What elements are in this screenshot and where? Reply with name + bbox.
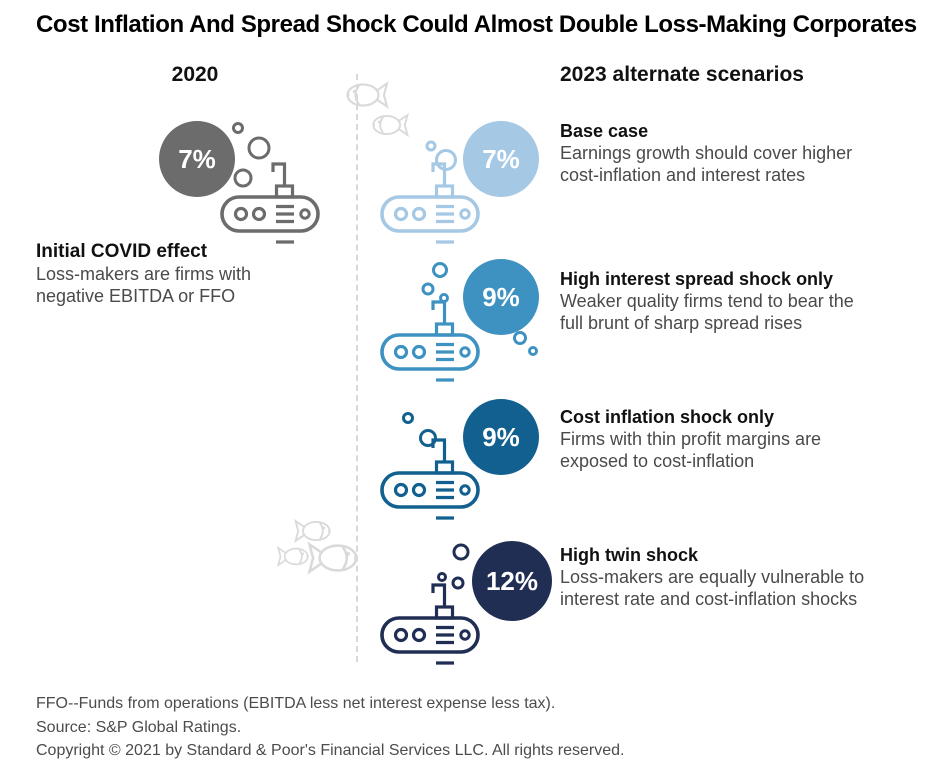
scenario-title: High twin shock — [560, 545, 699, 565]
scenario-block-twin-shock: High twin shock Loss-makers are equally … — [560, 544, 908, 610]
percentage-badge-spread-shock: 9% — [463, 259, 539, 335]
scenario-block-cost-inflation: Cost inflation shock only Firms with thi… — [560, 406, 908, 472]
scenario-block-spread-shock: High interest spread shock only Weaker q… — [560, 268, 908, 334]
scenario-description: Weaker quality firms tend to bear the fu… — [560, 291, 854, 333]
footnote-copyright: Copyright © 2021 by Standard & Poor's Fi… — [36, 742, 625, 759]
percentage-badge-cost-inflation: 9% — [463, 399, 539, 475]
right-column-header: 2023 alternate scenarios — [560, 63, 804, 86]
percentage-badge-twin-shock: 12% — [472, 541, 552, 621]
percentage-value: 7% — [482, 143, 520, 174]
percentage-value: 12% — [485, 565, 539, 596]
scenario-description: Loss-makers are equally vulnerable to in… — [560, 567, 865, 609]
left-column-header: 2020 — [171, 63, 219, 86]
percentage-badge-2020: 7% — [159, 121, 235, 197]
submarine-icon — [214, 122, 384, 252]
scenario-title: Base case — [560, 121, 649, 141]
percentage-value: 7% — [178, 143, 216, 174]
submarine-icon — [374, 262, 538, 390]
scenario-title: High interest spread shock only — [560, 269, 834, 289]
fish-icon — [276, 545, 309, 568]
scenario-description: Firms with thin profit margins are expos… — [560, 429, 822, 471]
submarine-icon — [374, 543, 544, 673]
left-scenario-description: Loss-makers are firms with negative EBIT… — [36, 264, 252, 306]
footnote-ffo: FFO--Funds from operations (EBITDA less … — [36, 695, 556, 712]
scenario-description: Earnings growth should cover higher cost… — [560, 143, 853, 185]
footnote-source: Source: S&P Global Ratings. — [36, 718, 242, 736]
column-divider — [356, 74, 358, 662]
percentage-badge-base-case: 7% — [463, 121, 539, 197]
footnotes: FFO--Funds from operations (EBITDA less … — [36, 692, 896, 763]
left-scenario-title: Initial COVID effect — [36, 241, 208, 262]
submarine-icon — [374, 412, 544, 528]
percentage-value: 9% — [482, 421, 520, 452]
submarine-icon — [374, 140, 544, 252]
chart-title: Cost Inflation And Spread Shock Could Al… — [36, 11, 917, 38]
percentage-value: 9% — [482, 281, 520, 312]
fish-icon — [306, 540, 358, 576]
scenario-title: Cost inflation shock only — [560, 407, 775, 427]
scenario-block-base-case: Base case Earnings growth should cover h… — [560, 120, 908, 186]
